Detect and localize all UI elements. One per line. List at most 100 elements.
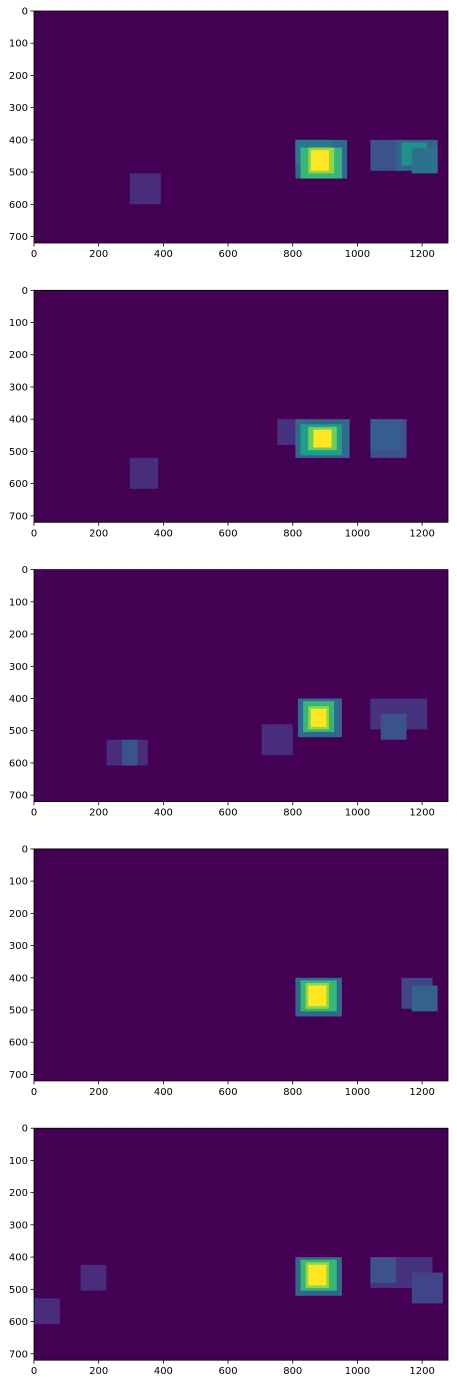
x-tick-label: 1000	[345, 1087, 370, 1098]
x-tick-label: 600	[219, 528, 238, 539]
y-tick-label: 700	[9, 1070, 28, 1081]
y-tick-label: 700	[9, 511, 28, 522]
x-tick-label: 400	[154, 249, 173, 260]
axes-frame	[33, 1127, 449, 1361]
heat-box	[310, 708, 327, 727]
y-tick-label: 600	[9, 479, 28, 490]
y-tick-label: 700	[9, 791, 28, 802]
y-tick-label: 500	[9, 447, 28, 458]
heatmap-panel-2: 0 200 400 600 800 1000 1200 0 100 200 300 400 500 600…	[9, 286, 449, 539]
heat-box	[121, 739, 138, 766]
x-tick-label: 0	[31, 528, 37, 539]
x-tick-label: 1200	[409, 249, 434, 260]
x-tick-label: 600	[219, 1366, 238, 1377]
x-tick-label: 1200	[409, 1087, 434, 1098]
x-tick-label: 0	[31, 1087, 37, 1098]
x-tick-label: 800	[283, 1366, 302, 1377]
y-tick-label: 100	[9, 318, 28, 329]
y-tick-label: 600	[9, 1038, 28, 1049]
x-tick-label: 600	[219, 808, 238, 819]
y-tick-label: 0	[22, 7, 28, 18]
y-tick-label: 100	[9, 597, 28, 608]
x-tick-label: 800	[283, 528, 302, 539]
x-tick-label: 200	[89, 808, 108, 819]
x-tick-label: 400	[154, 1366, 173, 1377]
heat-box	[411, 1272, 443, 1304]
x-tick-label: 200	[89, 1366, 108, 1377]
x-tick-label: 0	[31, 249, 37, 260]
heatmap-panel-4: 0 200 400 600 800 1000 1200 0 100 200 300 400 500 600…	[9, 844, 449, 1098]
y-tick-label: 200	[9, 71, 28, 82]
y-tick-label: 600	[9, 200, 28, 211]
y-tick-label: 0	[22, 286, 28, 297]
x-tick-label: 600	[219, 1087, 238, 1098]
y-tick-label: 700	[9, 1349, 28, 1360]
x-tick-label: 200	[89, 528, 108, 539]
y-tick-label: 200	[9, 909, 28, 920]
heat-box	[370, 1257, 397, 1283]
x-tick-label: 1200	[409, 808, 434, 819]
heat-box	[129, 457, 159, 489]
axes-frame	[33, 289, 449, 523]
y-tick-label: 400	[9, 1253, 28, 1264]
y-tick-label: 500	[9, 168, 28, 179]
heat-box	[308, 985, 327, 1007]
heatmap-background	[34, 1128, 448, 1361]
axes-frame	[33, 848, 449, 1082]
heat-box	[129, 173, 161, 205]
heatmap-background	[34, 290, 448, 523]
x-tick-label: 1000	[345, 249, 370, 260]
y-tick-label: 300	[9, 1220, 28, 1231]
x-tick-label: 400	[154, 528, 173, 539]
x-tick-label: 1200	[409, 1366, 434, 1377]
y-tick-label: 300	[9, 662, 28, 673]
heat-box	[411, 985, 438, 1012]
heat-box	[261, 724, 293, 756]
heat-box	[308, 1264, 327, 1286]
y-tick-label: 500	[9, 726, 28, 737]
x-tick-label: 600	[219, 249, 238, 260]
x-tick-label: 400	[154, 808, 173, 819]
x-tick-label: 0	[31, 808, 37, 819]
y-tick-label: 500	[9, 1006, 28, 1017]
y-tick-label: 600	[9, 1317, 28, 1328]
y-tick-label: 100	[9, 1156, 28, 1167]
y-tick-label: 400	[9, 973, 28, 984]
y-tick-label: 700	[9, 232, 28, 243]
y-tick-label: 0	[22, 844, 28, 855]
x-tick-label: 1000	[345, 528, 370, 539]
heatmap-panel-5: 0 200 400 600 800 1000 1200 0 100 200 300 400 500 600…	[9, 1124, 449, 1377]
y-tick-label: 400	[9, 135, 28, 146]
y-tick-label: 300	[9, 382, 28, 393]
y-tick-label: 100	[9, 877, 28, 888]
y-tick-label: 400	[9, 694, 28, 705]
x-tick-label: 0	[31, 1366, 37, 1377]
y-tick-label: 0	[22, 1124, 28, 1135]
x-tick-label: 1000	[345, 808, 370, 819]
x-tick-label: 1200	[409, 528, 434, 539]
x-tick-label: 800	[283, 808, 302, 819]
y-tick-label: 400	[9, 415, 28, 426]
heatmap-background	[34, 848, 448, 1081]
x-tick-label: 800	[283, 249, 302, 260]
y-tick-label: 500	[9, 1285, 28, 1296]
x-tick-label: 800	[283, 1087, 302, 1098]
heatmap-panel-3: 0 200 400 600 800 1000 1200 0 100 200 300 400 500 600…	[9, 565, 449, 819]
heatmap-panel-1: 0 200 400 600 800 1000 1200 0 100 200 300 400 500 600…	[9, 7, 449, 260]
heat-box	[411, 147, 438, 174]
heat-box	[310, 150, 329, 171]
y-tick-label: 0	[22, 565, 28, 576]
heat-box	[380, 713, 407, 740]
heatmap-background	[34, 11, 448, 243]
y-tick-label: 200	[9, 350, 28, 361]
heat-box	[313, 429, 332, 448]
heat-box	[370, 419, 402, 451]
heat-box	[80, 1264, 107, 1291]
x-tick-label: 200	[89, 249, 108, 260]
x-tick-label: 400	[154, 1087, 173, 1098]
y-tick-label: 300	[9, 103, 28, 114]
axes-frame	[33, 10, 449, 244]
y-tick-label: 600	[9, 758, 28, 769]
heat-box	[34, 1298, 60, 1325]
